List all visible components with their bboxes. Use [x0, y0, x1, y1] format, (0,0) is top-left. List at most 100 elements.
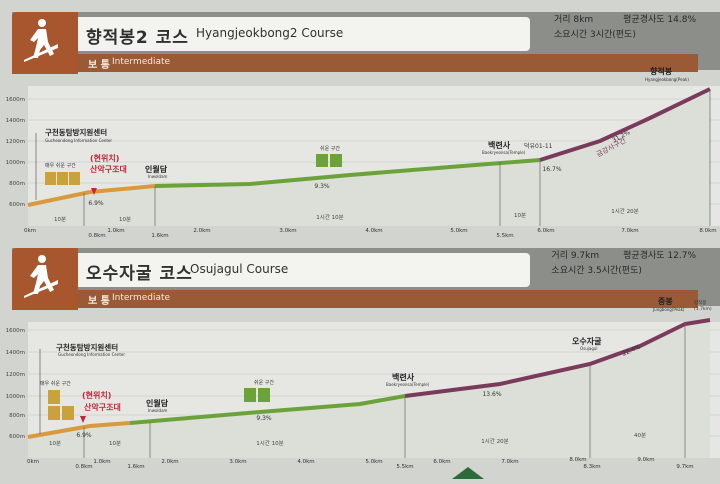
- label-osujagul: 오수자굴: [572, 336, 602, 346]
- x-tick-label: 0km: [27, 459, 39, 465]
- label-current-location: (현위치): [90, 153, 119, 163]
- label-hyangjeokbong-distance: (1.7km): [694, 306, 712, 312]
- slope-percent: 16.7%: [542, 166, 561, 173]
- duration-label: 1시간 20분: [481, 437, 508, 445]
- duration-label: 10분: [119, 216, 131, 223]
- title-box: 오수자굴 코스 Osujagul Course: [78, 253, 530, 287]
- slope-label: 평균경사도 14.8%: [623, 15, 696, 25]
- course-panel-hyangjeokbong2: 향적봉2 코스 Hyangjeokbong2 Course 거리 8km 평균경…: [0, 0, 720, 240]
- label-baengnyeonsa: 백련사: [392, 372, 415, 382]
- label-very-easy: 매우 쉬운 구간: [45, 162, 76, 169]
- y-tick-label: 1400m: [6, 118, 25, 124]
- course-stats: 거리 8km 평균경사도 14.8% 소요시간 3시간(편도): [554, 13, 696, 43]
- x-tick-label: 5.0km: [450, 228, 467, 234]
- label-rescue-team: 산악구조대: [90, 164, 127, 174]
- x-tick-label: 3.0km: [229, 459, 246, 465]
- slope-percent: 13.6%: [482, 391, 501, 398]
- x-tick-label: 7.0km: [501, 459, 518, 465]
- profile-segment-easy-orange: [89, 184, 156, 194]
- duration-label: 40분: [634, 432, 646, 439]
- course-title-en: Osujagul Course: [190, 262, 289, 276]
- x-tick-label: 1.6km: [127, 464, 144, 470]
- x-tick-label: 8.0km: [699, 228, 716, 234]
- course-title-ko: 향적봉2 코스: [86, 28, 189, 48]
- elevation-profile-chart: 1600m 1400m 1200m 1000m 800m 600m 0km 0.…: [6, 296, 720, 479]
- profile-fill: [28, 89, 710, 226]
- x-tick-label: 0km: [24, 228, 36, 234]
- label-easy-section: 쉬운 구간: [254, 379, 274, 386]
- hiker-badge: [12, 248, 78, 310]
- y-tick-label: 1000m: [6, 394, 25, 400]
- hiker-badge: [12, 12, 78, 74]
- profile-segment-very-easy: [27, 421, 131, 439]
- duration-label: 10분: [514, 212, 526, 219]
- duration-label: 10분: [54, 216, 66, 223]
- slope-percent: 9.3%: [256, 415, 272, 422]
- label-baengnyeonsa: 백련사: [488, 140, 511, 150]
- current-location-marker-icon: [80, 416, 86, 423]
- difficulty-en: Intermediate: [112, 57, 171, 67]
- current-location-marker-icon: [91, 188, 97, 195]
- label-info-center-en: Gucheondong Information Center: [45, 138, 112, 143]
- waypoint-lines: [83, 89, 711, 226]
- y-tick-label: 1600m: [6, 97, 25, 103]
- course-stats: 거리 9.7km 평균경사도 12.7% 소요시간 3.5시간(편도): [551, 249, 696, 279]
- difficulty-ko: 보 통: [88, 60, 110, 71]
- label-rescue-team: 산악구조대: [84, 402, 121, 412]
- label-osujagul-en: Osujagul: [580, 346, 598, 351]
- label-info-center: 구천동탐방지원센터: [56, 342, 118, 352]
- x-tick-label: 1.6km: [151, 233, 168, 239]
- distance-label: 거리 8km: [554, 15, 594, 25]
- x-tick-label: 9.0km: [637, 457, 654, 463]
- x-tick-label: 6.0km: [537, 228, 554, 234]
- difficulty-strip: 보 통 Intermediate: [78, 54, 698, 72]
- difficulty-strip: 보 통 Intermediate: [78, 290, 698, 308]
- very-easy-icons: [45, 172, 80, 185]
- y-tick-label: 600m: [9, 434, 25, 440]
- x-tick-label: 5.5km: [396, 464, 413, 470]
- x-tick-label: 5.0km: [365, 459, 382, 465]
- label-inwoldam: 인월담: [145, 164, 168, 174]
- slope-label: 평균경사도 12.7%: [623, 251, 696, 261]
- label-info-center: 구천동탐방지원센터: [45, 127, 107, 137]
- course-panel-osujagul: 오수자굴 코스 Osujagul Course 거리 9.7km 평균경사도 1…: [0, 244, 720, 479]
- profile-segment-easy: [129, 394, 406, 425]
- difficulty-en: Intermediate: [112, 293, 171, 303]
- course-title-ko: 오수자굴 코스: [86, 264, 193, 284]
- y-tick-label: 800m: [9, 413, 25, 419]
- x-tick-label: 7.0km: [621, 228, 638, 234]
- time-label: 소요시간 3.5시간(편도): [551, 266, 642, 276]
- label-baengnyeonsa-en: Baekryeonsa(Temple): [386, 382, 430, 387]
- profile-segment-very-easy: [27, 190, 91, 207]
- label-inwoldam-en: Inwoldam: [148, 174, 168, 179]
- x-tick-label: 4.0km: [297, 459, 314, 465]
- profile-segment-easy: [154, 158, 541, 188]
- label-peak: 향적봉: [650, 66, 673, 76]
- label-jungbong: 중봉: [658, 296, 673, 306]
- time-label: 소요시간 3시간(편도): [554, 30, 636, 40]
- slope-percent: 9.3%: [314, 183, 330, 190]
- label-baengnyeonsa-en: Baekryeonsa(Temple): [482, 150, 526, 155]
- label-inwoldam-en: Inwoldam: [148, 408, 168, 413]
- x-tick-label: 2.0km: [161, 459, 178, 465]
- x-tick-label: 0.8km: [88, 233, 105, 239]
- waypoint-lines: [83, 324, 686, 458]
- y-tick-label: 600m: [9, 202, 25, 208]
- label-trail-markers: 덕유01-11: [524, 143, 553, 150]
- slope-percent: 6.9%: [76, 432, 92, 439]
- x-tick-label: 8.0km: [569, 457, 586, 463]
- easy-icons: [316, 154, 342, 167]
- very-easy-icons: [48, 390, 74, 420]
- label-very-easy: 매우 쉬운 구간: [40, 380, 71, 387]
- label-inwoldam: 인월담: [146, 398, 169, 408]
- x-tick-label: 4.0km: [365, 228, 382, 234]
- x-tick-label: 1.0km: [93, 459, 110, 465]
- difficulty-ko: 보 통: [88, 296, 110, 307]
- x-tick-label: 3.0km: [279, 228, 296, 234]
- duration-label: 10분: [109, 440, 121, 447]
- label-jungbong-en: Jungbong(Peak): [652, 307, 685, 312]
- y-tick-label: 800m: [9, 181, 25, 187]
- duration-label: 1시간 10분: [316, 213, 343, 221]
- label-peak-en: Hyangjeokbong(Peak): [645, 77, 689, 82]
- x-tick-label: 6.0km: [433, 459, 450, 465]
